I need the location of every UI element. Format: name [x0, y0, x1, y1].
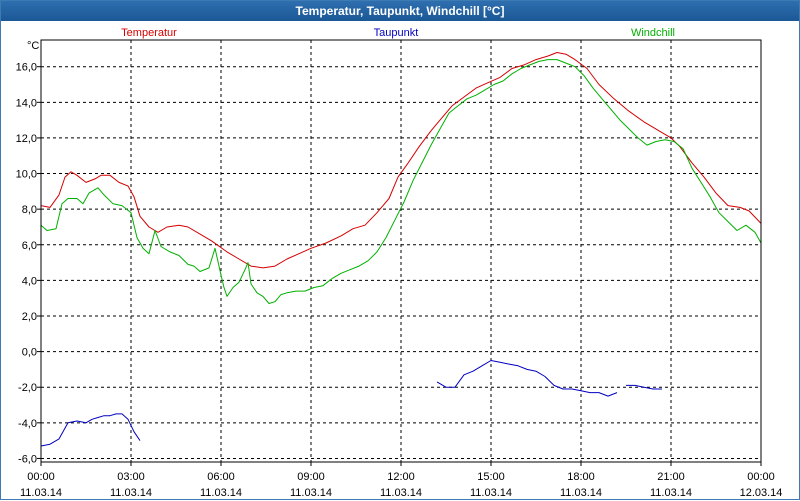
x-tick-date-label: 11.03.14 — [470, 487, 512, 499]
y-tick-label: 12,0 — [16, 133, 37, 145]
x-tick-time-label: 21:00 — [657, 471, 685, 483]
x-tick-time-label: 06:00 — [207, 471, 235, 483]
x-tick-time-label: 00:00 — [27, 471, 55, 483]
x-tick-date-label: 11.03.14 — [290, 487, 332, 499]
x-tick-date-label: 11.03.14 — [560, 487, 602, 499]
series-line-temperatur — [40, 52, 762, 269]
legend-item-windchill: Windchill — [631, 27, 675, 39]
legend-item-temperatur: Temperatur — [121, 27, 177, 39]
x-tick-date-label: 11.03.14 — [20, 487, 62, 499]
series-line-windchill — [40, 59, 762, 304]
x-tick-date-label: 11.03.14 — [200, 487, 242, 499]
y-tick-label: -6,0 — [18, 453, 37, 465]
y-tick-label: 8,0 — [22, 204, 37, 216]
y-tick-label: 2,0 — [22, 311, 37, 323]
x-tick-date-label: 11.03.14 — [380, 487, 422, 499]
y-tick-label: 4,0 — [22, 275, 37, 287]
y-tick-label: 0,0 — [22, 347, 37, 359]
y-axis-unit-label: °C — [27, 40, 39, 52]
x-tick-time-label: 00:00 — [747, 471, 775, 483]
x-tick-date-label: 11.03.14 — [110, 487, 152, 499]
legend: Temperatur Taupunkt Windchill — [121, 27, 675, 39]
y-tick-label: 10,0 — [16, 169, 37, 181]
series-line-taupunkt — [436, 360, 618, 397]
y-tick-label: 6,0 — [22, 240, 37, 252]
plot-area-border — [40, 39, 762, 463]
legend-item-taupunkt: Taupunkt — [374, 27, 419, 39]
series-line-taupunkt — [626, 384, 662, 390]
series-line-taupunkt — [40, 413, 141, 447]
series-lines — [40, 52, 762, 447]
x-tick-time-label: 03:00 — [117, 471, 145, 483]
x-tick-time-label: 09:00 — [297, 471, 325, 483]
x-tick-date-label: 12.03.14 — [740, 487, 783, 499]
tick-labels: -6,0 -4,0 -2,0 0,0 2,0 4,0 6,0 8,0 10,0 12,0 14,0 1… — [16, 62, 783, 499]
y-tick-label: -2,0 — [18, 382, 37, 394]
grid-lines — [41, 40, 761, 462]
y-tick-label: 14,0 — [16, 97, 37, 109]
chart-title: Temperatur, Taupunkt, Windchill [°C] — [1, 1, 799, 21]
x-tick-time-label: 12:00 — [387, 471, 415, 483]
x-tick-time-label: 15:00 — [477, 471, 505, 483]
x-tick-time-label: 18:00 — [567, 471, 595, 483]
y-tick-label: -4,0 — [18, 418, 37, 430]
x-tick-date-label: 11.03.14 — [650, 487, 692, 499]
y-tick-label: 16,0 — [16, 62, 37, 74]
